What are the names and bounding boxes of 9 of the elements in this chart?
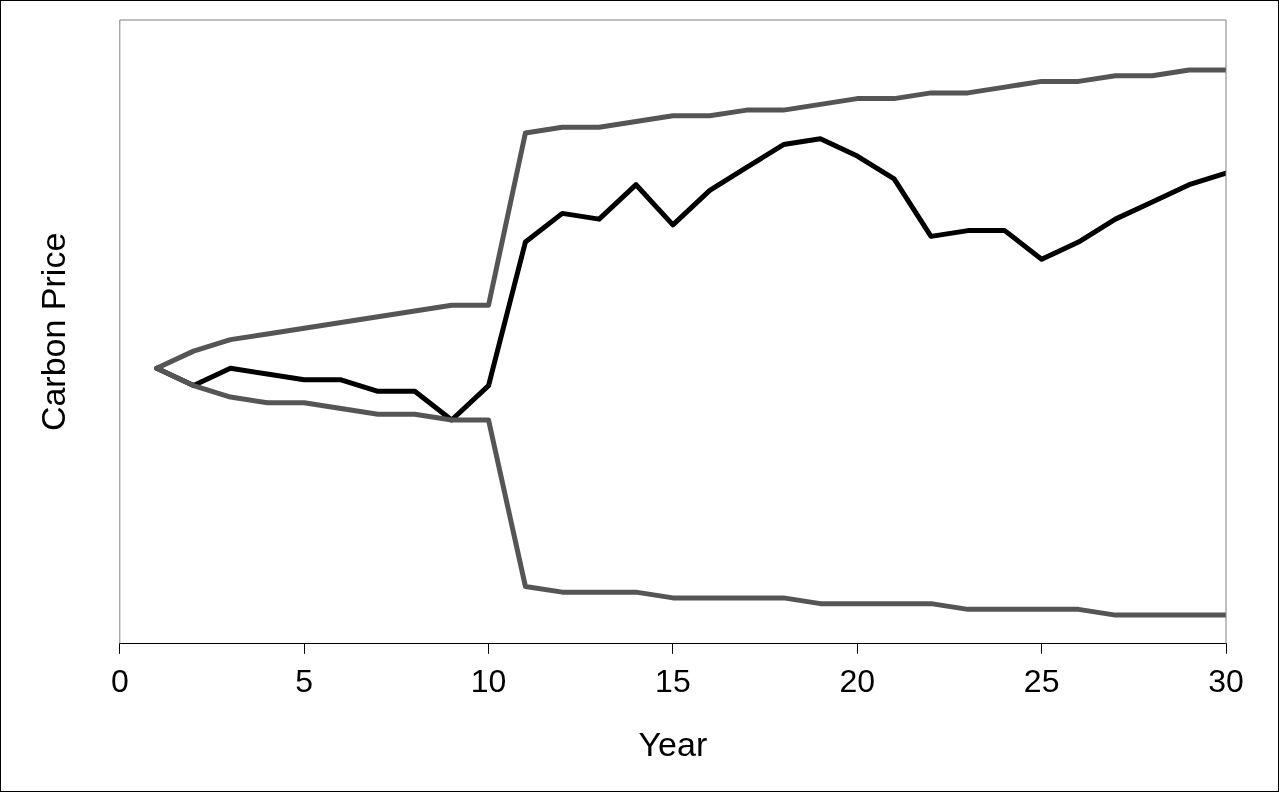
x-tick-label: 0: [110, 662, 129, 699]
x-tick-label: 20: [839, 662, 876, 699]
x-tick-label: 25: [1023, 662, 1060, 699]
x-axis-title: Year: [638, 724, 708, 763]
x-tick-label: 30: [1208, 662, 1244, 699]
y-axis-title: Carbon Price: [33, 232, 72, 432]
x-tick-label: 10: [470, 662, 507, 699]
x-tick-label: 5: [295, 662, 314, 699]
x-tick-label: 15: [655, 662, 691, 699]
